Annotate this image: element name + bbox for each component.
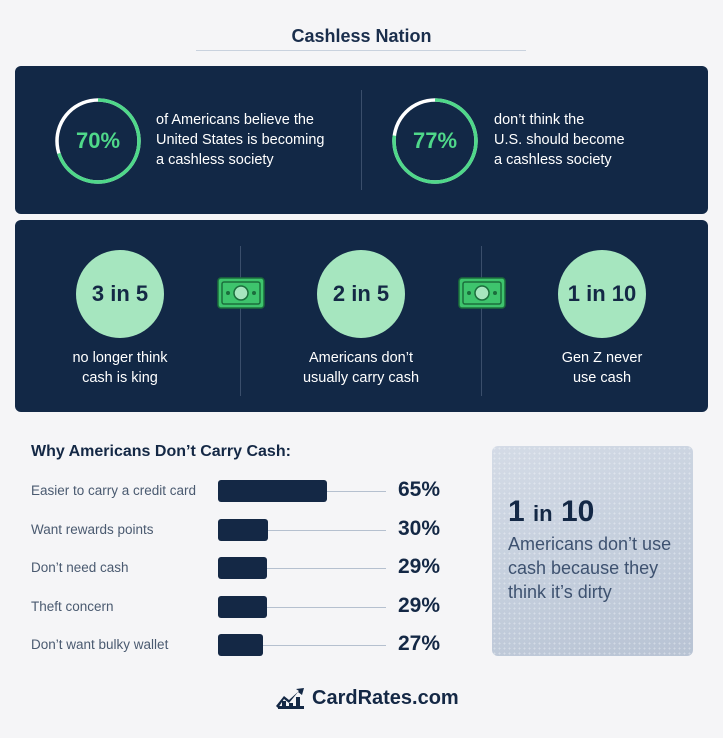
money-bill-icon	[217, 277, 265, 309]
map-texture	[492, 446, 693, 656]
caption-line: use cash	[572, 370, 632, 386]
callout-text: Americans don’t use cash because they th…	[508, 534, 672, 602]
panel-divider	[481, 246, 482, 396]
ring-chart-70	[55, 98, 141, 184]
caption-line: of Americans believe the	[156, 112, 314, 128]
callout-in: in	[533, 501, 553, 526]
bar-value-label: 29%	[397, 593, 440, 617]
ring-value-70: 70%	[75, 128, 121, 153]
ratio-bubble-2-in-5: 2 in 5	[317, 250, 405, 338]
bar-value-label: 27%	[397, 632, 440, 655]
bar-category-label: Don’t want bulky wallet	[31, 637, 169, 652]
ring-chart-77	[392, 98, 478, 184]
caption-line: no longer think	[72, 350, 168, 366]
dirty-cash-callout: 1 in 10 Americans don’t use cash because…	[492, 446, 693, 656]
bar	[218, 480, 328, 502]
bar-guide-line	[218, 606, 386, 608]
caption-line: United States is becoming	[156, 132, 325, 148]
ring-caption-70: of Americans believe the United States i…	[156, 110, 356, 170]
bar-category-label: Easier to carry a credit card	[31, 483, 197, 498]
caption-line: cash is king	[82, 370, 158, 386]
page-title: Cashless Nation	[291, 26, 432, 46]
caption-line: Gen Z never	[561, 350, 643, 366]
bar-category-label: Want rewards points	[31, 521, 154, 537]
bar-guide-line	[218, 645, 386, 646]
ring-arc	[392, 98, 478, 184]
caption-line: U.S. should become	[494, 132, 625, 148]
bar-value-label: 30%	[397, 516, 440, 540]
caption-line: Americans don’t	[309, 350, 413, 366]
title-divider	[196, 50, 526, 51]
bar-category-label: Theft concern	[31, 598, 114, 614]
bar-value-label: 29%	[397, 555, 440, 578]
chart-title: Why Americans Don’t Carry Cash:	[31, 443, 291, 460]
ratio-caption: no longer think cash is king	[30, 348, 210, 388]
bar-guide-line	[218, 529, 386, 531]
bar	[218, 518, 269, 541]
panel-divider	[240, 246, 241, 396]
caption-line: usually carry cash	[302, 370, 420, 386]
bar-guide-line	[218, 568, 386, 569]
bar	[218, 634, 264, 656]
ratio-bubble-1-in-10: 1 in 10	[558, 250, 646, 338]
ring-caption-77: don’t think the U.S. should become a cas…	[494, 110, 694, 170]
caption-line: don’t think the	[494, 112, 585, 128]
ratio-caption: Gen Z never use cash	[512, 348, 692, 388]
bar-value-label: 65%	[397, 478, 440, 501]
ratio-bubble-3-in-5: 3 in 5	[76, 250, 164, 338]
panel-divider	[361, 90, 362, 190]
caption-line: a cashless society	[494, 152, 612, 168]
bar-category-label: Don’t need cash	[31, 560, 129, 575]
caption-line: a cashless society	[156, 152, 274, 168]
ring-value-77: 77%	[412, 128, 458, 153]
ratio-caption: Americans don’t usually carry cash	[271, 348, 451, 388]
brand-name: CardRates.com	[312, 686, 459, 709]
callout-ratio: 1 in 10	[508, 495, 594, 529]
bar	[218, 595, 267, 618]
ring-arc	[55, 98, 141, 184]
bar	[218, 557, 267, 579]
money-bill-icon	[458, 277, 506, 309]
chart-trend-icon	[276, 688, 304, 709]
brand-logo: CardRates.com	[276, 686, 459, 710]
callout-den: 10	[560, 495, 595, 528]
callout-num: 1	[508, 495, 525, 528]
